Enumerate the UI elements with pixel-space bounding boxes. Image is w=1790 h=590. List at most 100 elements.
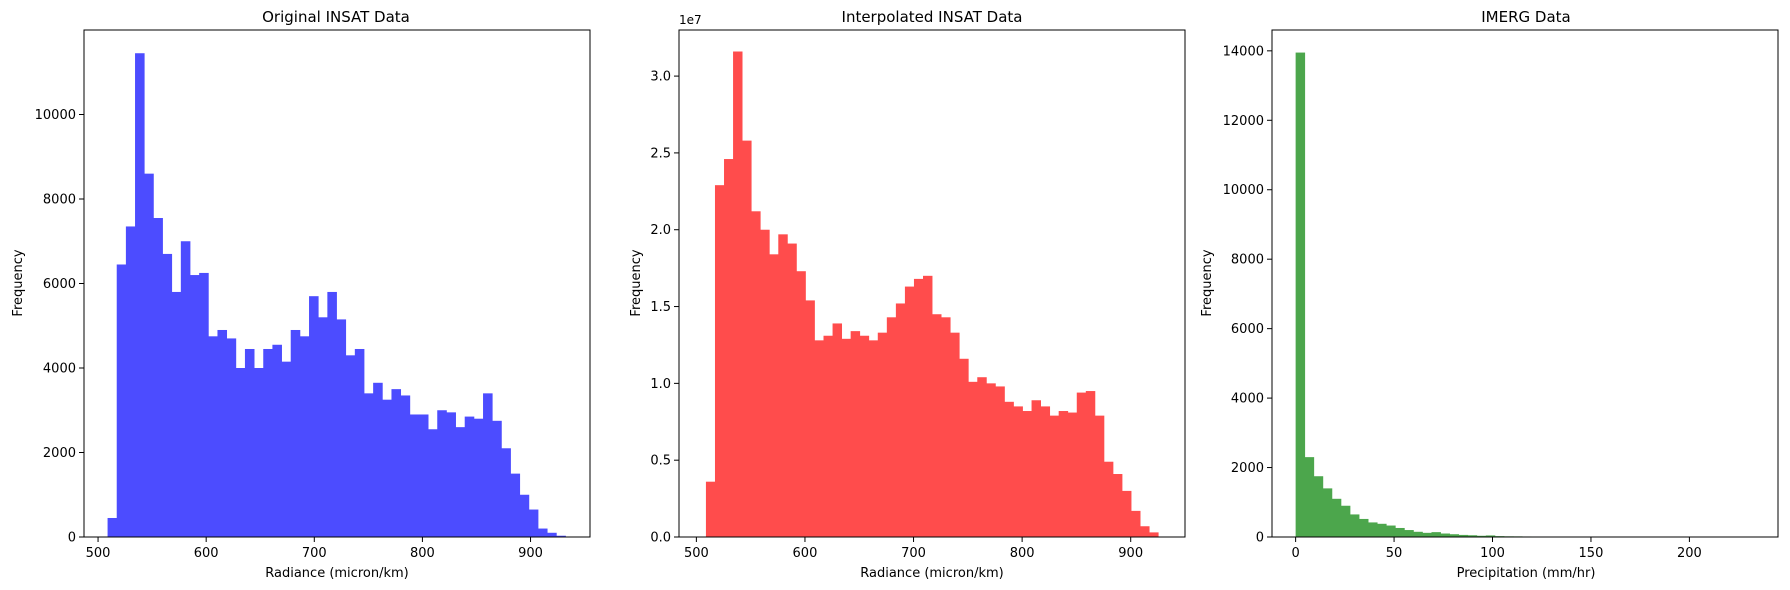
histogram-bar — [556, 535, 566, 537]
y-tick-label: 6000 — [1231, 322, 1264, 337]
histogram-bar — [823, 335, 833, 537]
histogram-bar — [714, 185, 725, 538]
y-axis-label: Frequency — [629, 249, 644, 316]
histogram-bar — [1131, 510, 1141, 537]
histogram-bar — [1122, 490, 1132, 537]
y-tick-label: 0.5 — [650, 454, 671, 469]
histogram-bar — [363, 393, 374, 537]
y-tick-label: 2000 — [43, 446, 76, 461]
histogram-bar — [787, 243, 797, 538]
histogram-bar — [1467, 535, 1478, 537]
x-axis-label: Radiance (micron/km) — [860, 566, 1003, 581]
histogram-bar — [1076, 392, 1087, 537]
y-tick-label: 0 — [1256, 531, 1264, 546]
histogram-bar — [959, 358, 969, 537]
histogram-bar — [116, 264, 127, 537]
histogram-bar — [1476, 535, 1487, 537]
bars-group — [107, 53, 566, 538]
histogram-bar — [832, 323, 843, 537]
x-axis-label: Precipitation (mm/hr) — [1457, 566, 1596, 581]
histogram-bar — [977, 377, 987, 537]
histogram-bar — [290, 329, 301, 537]
histogram-bar — [107, 517, 118, 537]
histogram-bar — [1112, 474, 1123, 537]
histogram-bar — [519, 494, 530, 537]
histogram-bar — [189, 275, 200, 537]
histogram-bar — [1004, 401, 1014, 537]
y-tick-label: 1.0 — [650, 377, 671, 392]
y-axis-label: Frequency — [11, 249, 26, 316]
histogram-bar — [373, 382, 383, 537]
histogram-bar — [1103, 461, 1114, 537]
x-tick-label: 100 — [1480, 546, 1505, 561]
histogram-bar — [868, 340, 879, 537]
histogram-bar — [135, 53, 145, 538]
histogram-bar — [327, 291, 337, 537]
histogram-bar — [751, 211, 761, 538]
histogram-bar — [1413, 531, 1423, 537]
histogram-bar — [464, 416, 475, 537]
histogram-bar — [1422, 532, 1432, 537]
y-tick-label: 2000 — [1231, 461, 1264, 476]
histogram-bar — [769, 254, 779, 537]
x-tick-label: 700 — [901, 546, 926, 561]
histogram-bar — [778, 234, 788, 537]
histogram-bar — [437, 410, 447, 537]
histogram-bar — [1449, 534, 1460, 537]
histogram-bar — [1404, 530, 1414, 537]
histogram-bar — [473, 418, 484, 537]
x-ticks: 500 600 700 800 900 — [86, 537, 543, 561]
histogram-bar — [144, 173, 154, 537]
histogram-panel-interpolated-insat: Interpolated INSAT Data 1e7 500 600 700 800… — [629, 8, 1186, 581]
histogram-bar — [217, 329, 228, 537]
x-tick-label: 600 — [793, 546, 818, 561]
histogram-bar — [968, 381, 978, 537]
histogram-bar — [1313, 476, 1324, 537]
histogram-bar — [796, 271, 806, 537]
histogram-bar — [171, 291, 182, 537]
histogram-bar — [272, 344, 282, 537]
y-tick-label: 14000 — [1223, 44, 1264, 59]
histogram-bar — [391, 389, 402, 538]
histogram-bar — [235, 368, 246, 537]
histogram-bar — [1013, 406, 1023, 537]
x-tick-label: 900 — [1118, 546, 1143, 561]
x-tick-label: 900 — [518, 546, 543, 561]
histogram-bar — [455, 427, 466, 537]
plot-frame — [1271, 29, 1779, 538]
histogram-bar — [1049, 415, 1060, 537]
histogram-bar — [724, 159, 734, 538]
histogram-bar — [1085, 391, 1096, 537]
x-axis-label: Radiance (micron/km) — [265, 566, 408, 581]
histogram-bar — [850, 331, 861, 537]
histogram-bar — [528, 509, 539, 537]
histogram-bar — [428, 429, 438, 537]
histogram-bar — [263, 348, 273, 537]
panel-title: Interpolated INSAT Data — [842, 8, 1023, 26]
histogram-bar — [382, 399, 392, 537]
histogram-bar — [281, 361, 292, 537]
histogram-bar — [254, 368, 264, 537]
histogram-bar — [1140, 526, 1150, 537]
y-ticks: 0 2000 4000 6000 8000 10000 — [35, 108, 84, 546]
histogram-bar — [299, 336, 310, 537]
y-tick-label: 2.5 — [650, 146, 671, 161]
histogram-bar — [1094, 415, 1105, 537]
y-axis-label: Frequency — [1200, 249, 1215, 316]
histogram-bar — [1349, 514, 1360, 537]
histogram-bar — [1322, 488, 1333, 537]
histogram-bar — [1031, 400, 1041, 537]
x-tick-label: 150 — [1579, 546, 1604, 561]
y-ticks: 0.0 0.5 1.0 1.5 2.0 2.5 3.0 — [650, 70, 679, 546]
histogram-bar — [950, 332, 960, 537]
y-tick-label: 12000 — [1223, 114, 1264, 129]
histogram-bar — [125, 226, 136, 537]
y-tick-label: 2.0 — [650, 223, 671, 238]
histogram-bar — [1058, 411, 1069, 537]
histogram-bar — [913, 278, 924, 537]
panel-title: Original INSAT Data — [262, 8, 410, 26]
histogram-bar — [501, 448, 511, 537]
y-tick-label: 8000 — [1231, 253, 1264, 268]
histogram-bar — [1067, 412, 1078, 537]
y-tick-label: 6000 — [43, 277, 76, 292]
